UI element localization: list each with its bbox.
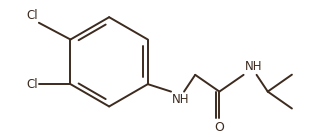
Text: NH: NH (172, 93, 190, 106)
Text: O: O (215, 121, 224, 134)
Text: NH: NH (244, 60, 262, 73)
Text: Cl: Cl (26, 9, 38, 22)
Text: Cl: Cl (26, 78, 38, 91)
